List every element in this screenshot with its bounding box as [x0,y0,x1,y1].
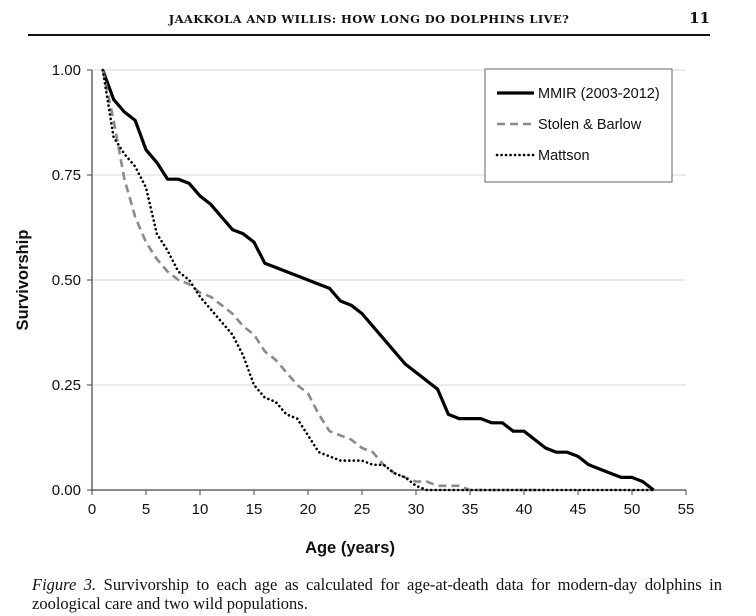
y-tick-label: 0.25 [52,377,81,394]
series-line-mmir-2003-2012 [101,69,655,492]
y-tick-label: 1.00 [52,62,81,79]
x-tick-label: 30 [408,501,425,518]
x-tick-label: 5 [142,501,150,518]
x-tick-label: 0 [88,501,96,518]
legend-label-stolen-barlow: Stolen & Barlow [538,117,642,133]
x-tick-label: 40 [516,501,533,518]
x-tick-label: 50 [624,501,641,518]
series-line-stolen-barlow [101,69,546,492]
x-tick-label: 55 [678,501,695,518]
caption-text: Survivorship to each age as calculated f… [32,575,723,613]
y-tick-label: 0.00 [52,482,81,499]
x-axis-label: Age (years) [305,539,395,557]
legend: MMIR (2003-2012) Stolen & Barlow Mattson [484,68,673,183]
y-tick-label: 0.50 [52,272,81,289]
x-tick-label: 10 [192,501,209,518]
x-tick-label: 25 [354,501,371,518]
legend-label-mattson: Mattson [538,148,590,164]
tick-labels: 0.00 0.25 0.50 0.75 1.00 0 5 10 15 20 25 30 35 40 45 50… [52,62,695,518]
y-axis-label: Survivorship [14,230,32,331]
x-tick-label: 45 [570,501,587,518]
legend-label-mmir-2003-2012: MMIR (2003-2012) [538,86,660,102]
figure-label: Figure 3. [32,575,97,594]
figure-caption: Figure 3. Survivorship to each age as ca… [32,575,722,613]
running-title: JAAKKOLA AND WILLIS: HOW LONG DO DOLPHIN… [168,12,570,26]
x-tick-label: 15 [246,501,263,518]
x-tick-label: 35 [462,501,479,518]
series-line-mattson [101,68,655,492]
survivorship-chart: 0.00 0.25 0.50 0.75 1.00 0 5 10 15 20 25 30 35 40 45 50… [14,62,695,557]
y-tick-label: 0.75 [52,167,81,184]
series [101,68,655,492]
x-tick-label: 20 [300,501,317,518]
page-number: 11 [689,9,710,27]
running-header: JAAKKOLA AND WILLIS: HOW LONG DO DOLPHIN… [28,8,710,36]
legend-box [484,68,673,183]
